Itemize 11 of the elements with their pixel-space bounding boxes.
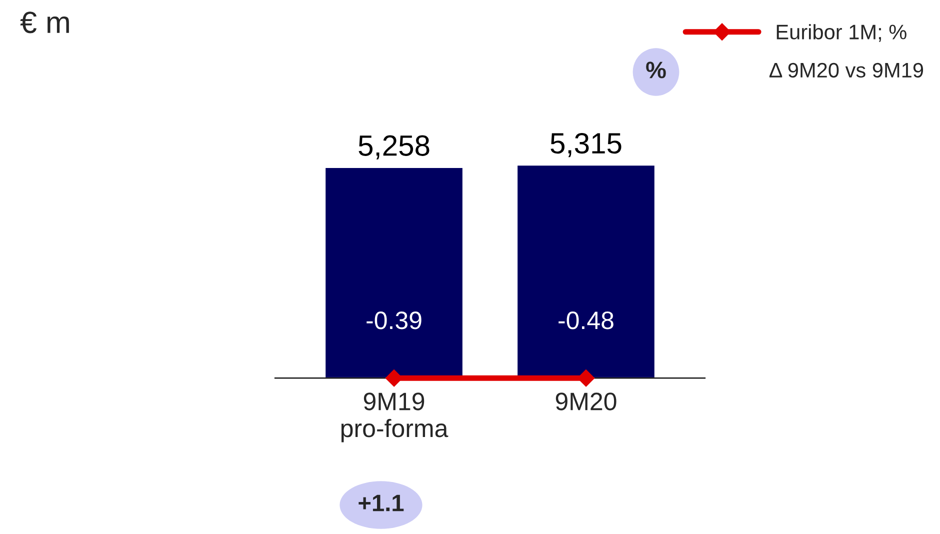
data-label: -0.39 xyxy=(366,312,422,330)
data-label: 5,258 xyxy=(358,135,430,160)
data-label: -0.48 xyxy=(558,312,614,330)
data-label: 5,315 xyxy=(550,133,622,158)
x-tick-label: 9M19 pro-forma xyxy=(341,392,448,442)
text: Δ 9M20 vs 9M19 xyxy=(769,62,924,78)
text: € m xyxy=(20,12,69,34)
legend-label: Euribor 1M; % xyxy=(776,24,906,42)
x-tick-label: 9M20 xyxy=(556,392,616,410)
text: +1.1 xyxy=(358,494,404,512)
text: % xyxy=(646,62,666,78)
